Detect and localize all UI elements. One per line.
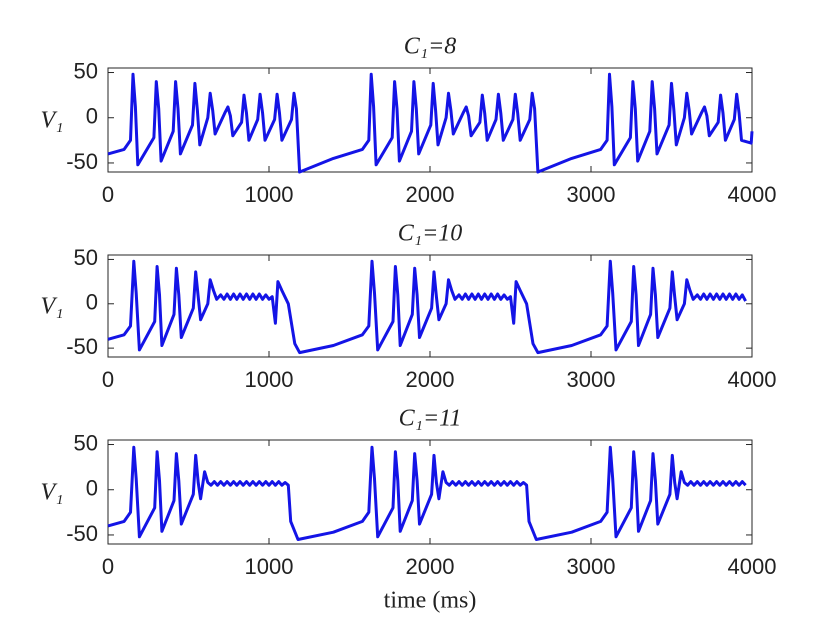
- y-axis-label: V₁: [40, 294, 63, 320]
- x-tick-label: 0: [102, 554, 114, 579]
- x-tick-label: 1000: [245, 554, 294, 579]
- y-tick-label: 0: [86, 476, 98, 501]
- y-tick-label: -50: [66, 521, 98, 546]
- x-tick-label: 0: [102, 182, 114, 207]
- x-tick-label: 4000: [728, 182, 777, 207]
- y-tick-label: -50: [66, 334, 98, 359]
- x-tick-label: 2000: [406, 554, 455, 579]
- y-tick-label: 0: [86, 290, 98, 315]
- x-tick-label: 2000: [406, 367, 455, 392]
- x-tick-label: 2000: [406, 182, 455, 207]
- voltage-trace: [107, 259, 747, 355]
- y-tick-label: 50: [74, 58, 98, 83]
- y-tick-label: 50: [74, 245, 98, 270]
- y-axis-label: V₁: [40, 480, 63, 506]
- subplot-title: C₁=8: [404, 34, 457, 60]
- x-tick-label: 3000: [567, 367, 616, 392]
- subplot-title: C₁=10: [398, 221, 463, 247]
- x-tick-label: 1000: [245, 182, 294, 207]
- subplot-title: C₁=11: [399, 406, 462, 432]
- x-tick-label: 4000: [728, 367, 777, 392]
- y-tick-label: -50: [66, 149, 98, 174]
- y-axis-label: V₁: [40, 108, 63, 134]
- x-axis-label: time (ms): [384, 588, 477, 614]
- x-tick-label: 3000: [567, 182, 616, 207]
- voltage-trace: [107, 72, 754, 174]
- x-tick-label: 3000: [567, 554, 616, 579]
- y-tick-label: 50: [74, 430, 98, 455]
- voltage-trace: [107, 445, 747, 541]
- y-tick-label: 0: [86, 104, 98, 129]
- x-tick-label: 0: [102, 367, 114, 392]
- x-tick-label: 1000: [245, 367, 294, 392]
- x-tick-label: 4000: [728, 554, 777, 579]
